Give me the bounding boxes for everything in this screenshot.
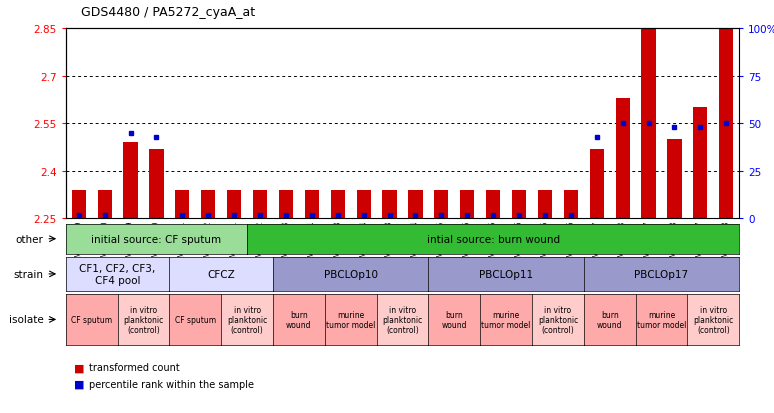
Text: in vitro
planktonic
(control): in vitro planktonic (control) <box>227 305 267 335</box>
Bar <box>253 190 267 219</box>
Text: burn
wound: burn wound <box>441 310 467 329</box>
Bar <box>330 190 345 219</box>
Bar <box>279 190 293 219</box>
Bar <box>409 190 423 219</box>
Bar <box>149 149 163 219</box>
Bar <box>382 190 396 219</box>
Text: in vitro
planktonic
(control): in vitro planktonic (control) <box>694 305 734 335</box>
Bar <box>563 190 578 219</box>
Text: CF1, CF2, CF3,
CF4 pool: CF1, CF2, CF3, CF4 pool <box>80 263 156 285</box>
Text: other: other <box>15 234 43 244</box>
Text: initial source: CF sputum: initial source: CF sputum <box>91 234 221 244</box>
Bar <box>486 190 500 219</box>
Bar <box>227 190 241 219</box>
Text: GDS4480 / PA5272_cyaA_at: GDS4480 / PA5272_cyaA_at <box>81 6 255 19</box>
Text: murine
tumor model: murine tumor model <box>326 310 375 329</box>
Text: isolate: isolate <box>9 315 43 325</box>
Bar <box>123 143 138 219</box>
Text: CF sputum: CF sputum <box>71 315 112 324</box>
Text: burn
wound: burn wound <box>286 310 312 329</box>
Text: PBCLOp17: PBCLOp17 <box>635 269 689 279</box>
Bar <box>694 108 707 219</box>
Bar <box>460 190 474 219</box>
Bar <box>719 29 733 219</box>
Text: in vitro
planktonic
(control): in vitro planktonic (control) <box>538 305 578 335</box>
Text: intial source: burn wound: intial source: burn wound <box>426 234 560 244</box>
Text: in vitro
planktonic
(control): in vitro planktonic (control) <box>382 305 423 335</box>
Text: transformed count: transformed count <box>89 363 180 373</box>
Bar <box>357 190 371 219</box>
Bar <box>615 99 630 219</box>
Bar <box>305 190 319 219</box>
Bar <box>667 140 682 219</box>
Text: strain: strain <box>14 269 43 279</box>
Text: murine
tumor model: murine tumor model <box>481 310 531 329</box>
Text: burn
wound: burn wound <box>597 310 622 329</box>
Bar <box>98 190 111 219</box>
Bar <box>642 29 656 219</box>
Text: PBCLOp10: PBCLOp10 <box>324 269 378 279</box>
Bar <box>512 190 526 219</box>
Text: ■: ■ <box>74 363 84 373</box>
Bar <box>434 190 448 219</box>
Bar <box>72 190 86 219</box>
Text: in vitro
planktonic
(control): in vitro planktonic (control) <box>123 305 163 335</box>
Bar <box>538 190 552 219</box>
Text: CF sputum: CF sputum <box>175 315 216 324</box>
Text: CFCZ: CFCZ <box>207 269 235 279</box>
Text: percentile rank within the sample: percentile rank within the sample <box>89 379 254 389</box>
Text: murine
tumor model: murine tumor model <box>637 310 687 329</box>
Bar <box>590 149 604 219</box>
Text: ■: ■ <box>74 379 84 389</box>
Bar <box>201 190 215 219</box>
Text: PBCLOp11: PBCLOp11 <box>479 269 533 279</box>
Bar <box>175 190 190 219</box>
